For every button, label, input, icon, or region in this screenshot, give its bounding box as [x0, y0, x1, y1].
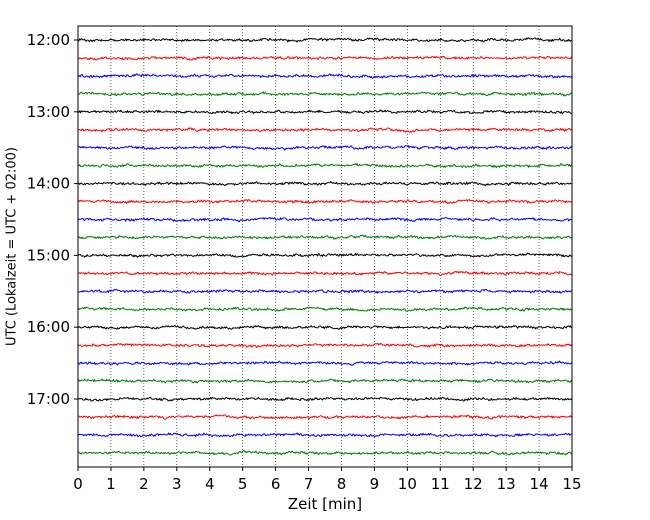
trace-1415 — [77, 198, 573, 205]
x-gridlines — [110, 26, 540, 467]
trace-1630 — [77, 360, 573, 366]
x-tick-label-10: 10 — [398, 475, 417, 493]
y-tick-label-1500: 15:00 — [27, 246, 70, 264]
x-axis-ticks: 0 1 2 3 4 5 6 7 8 9 10 11 12 13 14 15 — [73, 467, 582, 493]
x-tick-label-8: 8 — [337, 475, 347, 493]
x-tick-label-1: 1 — [106, 475, 116, 493]
trace-1345 — [77, 163, 573, 169]
x-axis-label: Zeit [min] — [288, 495, 362, 513]
trace-1545 — [77, 306, 573, 312]
y-tick-label-1300: 13:00 — [27, 103, 70, 121]
trace-1445 — [77, 234, 573, 240]
x-tick-label-11: 11 — [431, 475, 450, 493]
x-tick-label-2: 2 — [139, 475, 149, 493]
trace-1500 — [77, 252, 573, 258]
trace-1215 — [77, 55, 573, 61]
y-tick-label-1200: 12:00 — [27, 31, 70, 49]
trace-1600 — [77, 325, 573, 330]
trace-1400 — [77, 180, 573, 187]
x-tick-label-9: 9 — [370, 475, 380, 493]
trace-1230 — [77, 73, 573, 79]
trace-1315 — [77, 127, 573, 133]
trace-1530 — [77, 288, 573, 294]
trace-1430 — [77, 216, 573, 223]
y-tick-label-1400: 14:00 — [27, 175, 70, 193]
x-tick-label-6: 6 — [271, 475, 281, 493]
x-tick-label-0: 0 — [73, 475, 83, 493]
y-tick-label-1700: 17:00 — [27, 390, 70, 408]
trace-1700 — [77, 396, 573, 402]
trace-series — [77, 37, 573, 456]
x-tick-label-13: 13 — [497, 475, 516, 493]
trace-1645 — [77, 378, 573, 384]
trace-1300 — [77, 109, 573, 115]
trace-1330 — [77, 145, 573, 151]
x-tick-label-7: 7 — [304, 475, 314, 493]
plot-frame — [77, 25, 573, 468]
trace-1200 — [77, 37, 573, 43]
trace-1515 — [77, 270, 573, 276]
trace-1730 — [77, 432, 573, 438]
trace-1715 — [77, 414, 573, 420]
y-axis-ticks: 12:00 13:00 14:00 15:00 16:00 17:00 — [27, 31, 78, 408]
y-axis-label: UTC (Lokalzeit = UTC + 02:00) — [5, 147, 20, 346]
x-tick-label-5: 5 — [238, 475, 248, 493]
x-tick-label-15: 15 — [562, 475, 581, 493]
trace-1615 — [77, 342, 573, 348]
x-tick-label-14: 14 — [530, 475, 549, 493]
trace-1245 — [77, 91, 573, 97]
x-tick-label-4: 4 — [205, 475, 215, 493]
x-tick-label-3: 3 — [172, 475, 182, 493]
y-tick-label-1600: 16:00 — [27, 318, 70, 336]
trace-1745 — [77, 450, 573, 456]
x-tick-label-12: 12 — [464, 475, 483, 493]
